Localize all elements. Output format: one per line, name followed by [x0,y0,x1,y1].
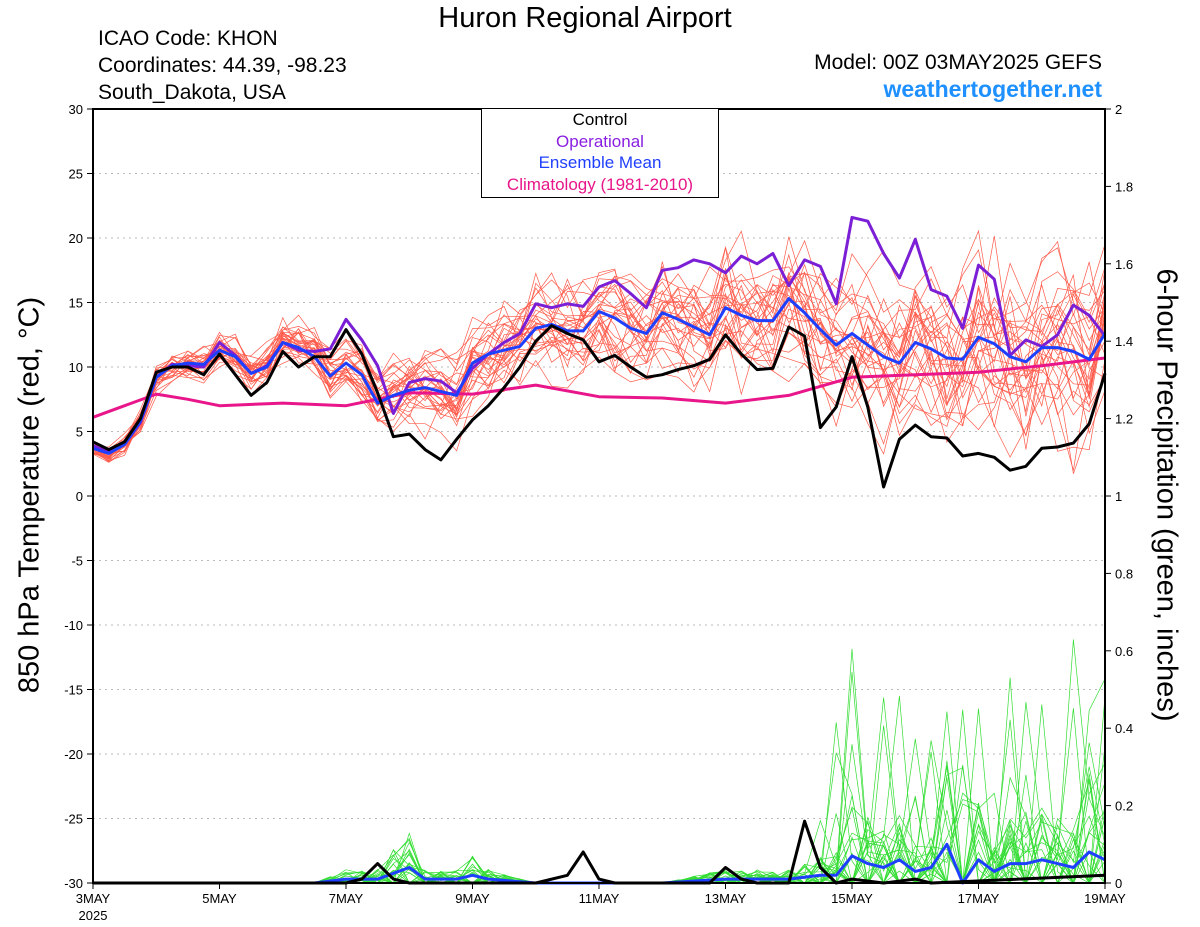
y-tick-label: 25 [69,167,83,182]
legend-control: Control [572,110,628,129]
legend-ensemble-mean: Ensemble Mean [538,153,662,172]
y-tick-label: -25 [64,812,83,827]
temperature-member-line [92,290,1106,449]
temperature-member-line [92,240,1106,453]
axis-ticks: 302520151050-5-10-15-20-25-3021.81.61.41… [64,102,1133,923]
x-tick-sublabel: 2025 [79,908,108,923]
y-tick-label: 15 [69,296,83,311]
y2-tick-label: 2 [1115,102,1122,117]
temperature-member-line [92,286,1106,459]
coordinates: Coordinates: 44.39, -98.23 [98,54,347,77]
temperature-member-line [92,279,1106,458]
y-tick-label: -15 [64,683,83,698]
temperature-member-line [92,230,1106,463]
precip-member-line [93,817,1106,884]
climatology-line [92,356,1106,419]
y2-tick-label: 1 [1115,489,1122,504]
y-tick-label: 10 [69,360,83,375]
y-tick-label: -10 [64,618,83,633]
grid [93,173,1105,819]
x-tick-label: 15MAY [831,891,873,906]
x-tick-label: 17MAY [958,891,1000,906]
y-axis-label: 850 hPa Temperature (red, °C) [13,296,46,694]
legend-operational: Operational [556,131,644,151]
y2-tick-label: 1.2 [1115,412,1133,427]
temperature-member-line [92,247,1106,461]
y2-axis-label: 6-hour Precipitation (green, inches) [1150,268,1183,722]
precip-member-line [93,816,1105,884]
ensemble-mean-line [92,297,1107,455]
x-tick-label: 13MAY [705,891,747,906]
precip-member-line [93,821,1106,885]
chart-title: Huron Regional Airport [438,2,732,34]
y-tick-label: -20 [64,747,83,762]
location: South_Dakota, USA [98,81,286,104]
control-precip-line [93,819,1106,885]
x-tick-label: 3MAY [76,891,111,906]
icao-code: ICAO Code: KHON [98,27,278,50]
precip-member-line [93,767,1105,884]
y-tick-label: 30 [69,102,83,117]
temperature-member-line [92,229,1106,458]
precip-member-lines [93,639,1106,885]
site-name: weathertogether.net [883,76,1102,102]
y2-tick-label: 1.8 [1115,179,1133,194]
x-tick-label: 19MAY [1084,891,1126,906]
y2-tick-label: 0 [1115,876,1122,891]
y2-tick-label: 0.6 [1115,644,1133,659]
precip-member-line [93,773,1106,884]
x-tick-label: 9MAY [455,891,490,906]
legend: Control Operational Ensemble Mean Climat… [481,108,719,198]
y-tick-label: -30 [64,876,83,891]
precip-member-line [93,696,1106,884]
y2-tick-label: 0.8 [1115,566,1133,581]
precip-member-line [93,697,1105,884]
series-lines [92,215,1107,885]
y2-tick-label: 0.4 [1115,721,1133,736]
precip-member-line [93,777,1106,884]
y2-tick-label: 0.2 [1115,799,1133,814]
precip-member-line [93,639,1106,885]
legend-climatology: Climatology (1981-2010) [506,174,694,194]
operational-line [92,215,1107,454]
x-tick-label: 11MAY [579,891,620,906]
x-tick-label: 5MAY [202,891,237,906]
y2-tick-label: 1.6 [1115,257,1133,272]
y-tick-label: 5 [76,425,83,440]
temperature-member-lines [92,229,1106,474]
control-line [92,324,1107,489]
y2-tick-label: 1.4 [1115,334,1133,349]
x-tick-label: 7MAY [329,891,364,906]
model-run: Model: 00Z 03MAY2025 GEFS [814,51,1102,74]
y-tick-label: 0 [76,489,83,504]
temperature-member-line [92,280,1106,463]
y-tick-label: -5 [71,554,83,569]
y-tick-label: 20 [69,231,83,246]
mean-precip-line [93,842,1106,885]
